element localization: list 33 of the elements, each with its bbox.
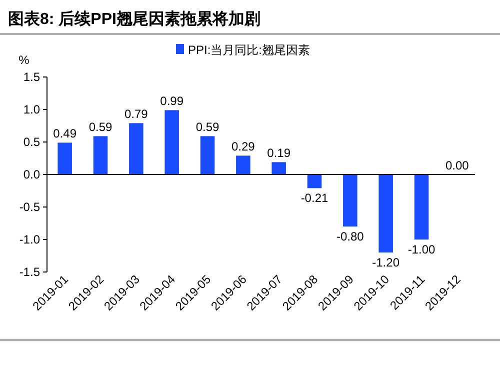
data-label: 0.00: [445, 158, 470, 172]
data-label: -1.00: [408, 242, 436, 256]
bar: [307, 174, 322, 188]
bar: [200, 136, 215, 174]
bar: [378, 174, 393, 252]
y-tick-label: 0.0: [23, 168, 40, 182]
data-label: 0.99: [160, 94, 184, 108]
data-label: -0.80: [336, 230, 364, 244]
legend-label: PPI:当月同比:翘尾因素: [188, 43, 310, 57]
y-tick-label: -1.0: [19, 232, 40, 246]
y-tick-label: -1.5: [19, 265, 40, 279]
y-axis-title: %: [18, 53, 30, 67]
chart-title: 图表8: 后续PPI翘尾因素拖累将加剧: [8, 10, 260, 28]
data-label: 0.59: [88, 120, 112, 134]
data-label: 0.79: [124, 107, 148, 122]
y-tick-label: -0.5: [19, 200, 40, 214]
y-tick-label: 1.5: [23, 70, 40, 84]
bar: [164, 110, 179, 174]
data-label: -1.20: [372, 256, 400, 270]
bar: [343, 174, 358, 226]
bar: [93, 136, 108, 174]
bar: [58, 142, 72, 174]
data-label: -0.21: [300, 191, 328, 206]
y-tick-label: 0.5: [23, 135, 40, 149]
data-label: 0.29: [231, 140, 256, 154]
data-label: 0.19: [267, 146, 291, 160]
bar: [272, 162, 286, 174]
data-label: 0.49: [53, 126, 77, 141]
y-tick-label: 1.0: [23, 102, 40, 116]
data-label: 0.59: [196, 120, 220, 134]
bar: [129, 123, 144, 174]
bar: [236, 156, 250, 174]
bar: [414, 174, 429, 240]
